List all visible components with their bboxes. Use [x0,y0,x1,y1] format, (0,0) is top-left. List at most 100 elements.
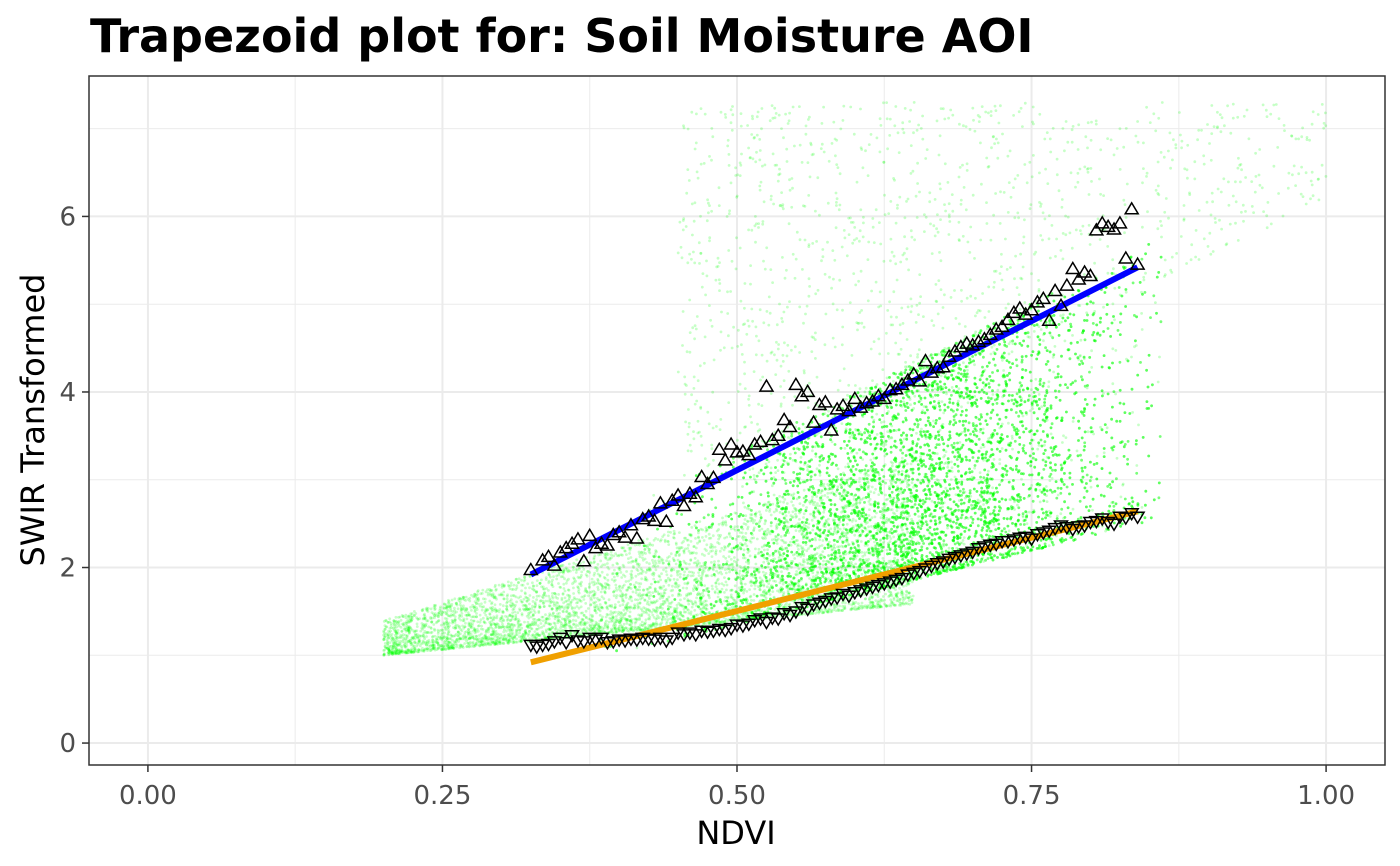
cloud-point [974,330,978,334]
cloud-point [806,464,810,467]
cloud-point [1055,325,1058,329]
cloud-point [870,503,873,507]
cloud-point [857,509,861,513]
cloud-point [1036,447,1040,451]
cloud-point [1114,349,1118,352]
cloud-point [1002,554,1005,557]
cloud-point [987,437,990,440]
cloud-point [882,524,885,528]
cloud-point [890,468,894,472]
cloud-point [989,352,993,356]
cloud-point [922,405,926,408]
cloud-point [1093,532,1096,535]
cloud-point [809,595,813,599]
cloud-point [635,646,639,650]
cloud-point [900,579,903,582]
cloud-point [853,447,857,451]
cloud-point [1028,409,1032,413]
cloud-point [996,513,999,517]
cloud-point [822,559,825,563]
cloud-point [845,478,849,482]
cloud-point [872,456,876,460]
cloud-point [1011,437,1014,440]
cloud-point [767,460,771,464]
cloud-point [909,551,913,554]
cloud-point [789,543,793,547]
cloud-point [861,458,865,461]
cloud-point [1135,464,1139,467]
cloud-point [818,463,821,467]
cloud-point [851,517,855,521]
cloud-point [1025,522,1029,526]
cloud-point [1037,443,1041,447]
cloud-point [842,527,846,530]
cloud-point [1025,412,1029,416]
cloud-point [923,434,927,437]
cloud-point [852,494,856,498]
cloud-point [1048,321,1052,325]
cloud-point [1111,347,1115,351]
cloud-point [982,458,985,462]
cloud-point [942,542,946,546]
cloud-point [1036,335,1040,338]
cloud-point [939,551,942,555]
cloud-point [854,428,857,431]
cloud-point [836,467,840,471]
cloud-point [900,441,904,444]
cloud-point [700,579,703,582]
cloud-point [913,394,917,398]
cloud-point [1031,407,1035,410]
cloud-point [915,431,918,435]
cloud-point [964,374,968,377]
cloud-point [904,477,907,480]
cloud-point [801,571,805,575]
cloud-point [915,542,918,545]
cloud-point [839,495,842,498]
cloud-point [1075,449,1079,453]
cloud-point [857,530,860,534]
cloud-point [770,484,774,488]
cloud-point [874,549,877,553]
cloud-point [822,506,826,510]
cloud-point [742,522,746,525]
cloud-point [1061,441,1064,444]
cloud-point [1092,432,1095,436]
cloud-point [1008,498,1012,501]
cloud-point [850,451,853,454]
cloud-point [869,458,873,462]
cloud-point [888,540,892,543]
cloud-point [1021,514,1025,518]
cloud-point [939,567,943,571]
cloud-point [979,375,983,378]
cloud-point [1113,318,1116,322]
cloud-point [1007,442,1011,446]
cloud-point [883,520,887,524]
cloud-point [698,539,702,543]
cloud-point [959,457,963,460]
cloud-point [1085,386,1089,390]
cloud-point [896,517,900,520]
cloud-point [949,478,953,481]
cloud-point [1002,369,1005,372]
cloud-point [1105,426,1109,430]
cloud-point [892,562,896,565]
cloud-point [1009,498,1013,502]
cloud-point [860,524,864,528]
cloud-point [894,562,898,565]
cloud-point [871,408,875,411]
cloud-point [1011,447,1014,451]
cloud-point [923,472,927,476]
cloud-point [1040,405,1044,408]
cloud-point [932,419,935,423]
cloud-point [1048,479,1052,482]
cloud-point [931,473,934,477]
cloud-point [848,500,851,504]
cloud-point [792,587,796,591]
cloud-point [794,507,797,511]
cloud-point [938,428,942,432]
cloud-point [944,533,948,537]
cloud-point [782,591,786,595]
cloud-point [734,601,737,605]
cloud-point [677,594,680,598]
cloud-point [1044,485,1048,488]
